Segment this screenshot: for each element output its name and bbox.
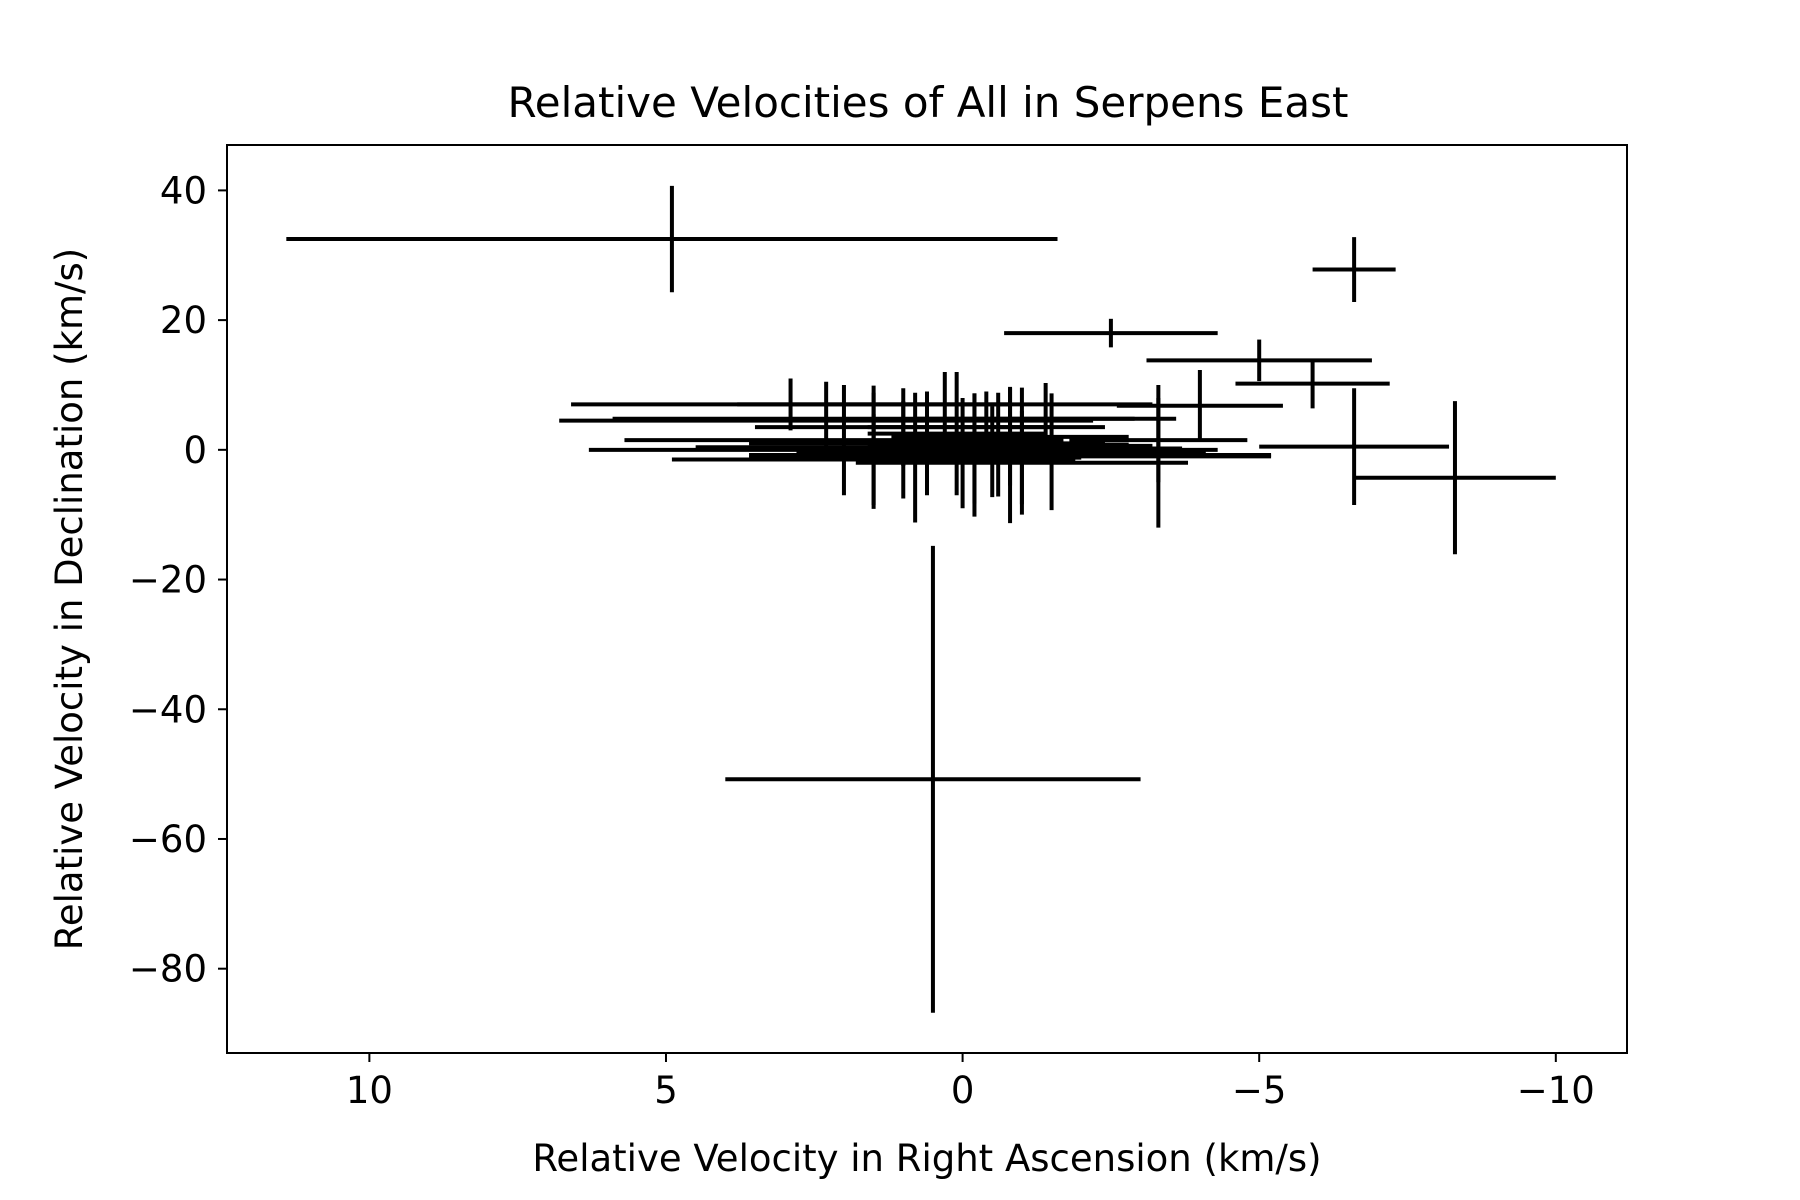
errorbar-point [286,185,1058,293]
x-tick-label: 10 [346,1069,393,1112]
y-tick-label: −40 [129,688,207,731]
x-tick-label: 5 [654,1069,678,1112]
errorbar-point [855,410,1189,515]
x-axis-ticks: 10 5 0 −5 −10 [346,1053,1595,1112]
x-tick-label: 0 [951,1069,975,1112]
x-axis-label: Relative Velocity in Right Ascension (km… [532,1137,1321,1180]
errorbar-point [725,545,1141,1013]
errorbar-point [1354,401,1556,555]
x-tick-label: −10 [1517,1069,1595,1112]
errorbar-point [1235,359,1390,409]
y-tick-label: −20 [129,559,207,602]
y-axis-label: Relative Velocity in Declination (km/s) [48,248,91,950]
y-axis-ticks: 40 20 0 −20 −40 −60 −80 [129,169,227,991]
errorbar-point [867,392,1129,497]
errorbar-group [286,185,1556,1013]
chart-title: Relative Velocities of All in Serpens Ea… [507,78,1348,127]
errorbar-point [1004,318,1218,348]
errorbar-point [1146,339,1372,382]
y-tick-label: 0 [183,429,207,472]
x-tick-label: −5 [1232,1069,1287,1112]
errorbar-point [867,372,1046,496]
errorbar-point [749,392,1082,523]
plot-frame [226,144,1628,1054]
errorbar-point [1312,237,1396,302]
y-tick-label: −60 [129,818,207,861]
y-tick-label: −80 [129,948,207,991]
errorbar-point [760,393,1189,517]
errorbar-point [1259,388,1450,505]
errorbar-point [897,393,1206,511]
y-tick-label: 20 [160,299,207,342]
y-tick-label: 40 [160,169,207,212]
